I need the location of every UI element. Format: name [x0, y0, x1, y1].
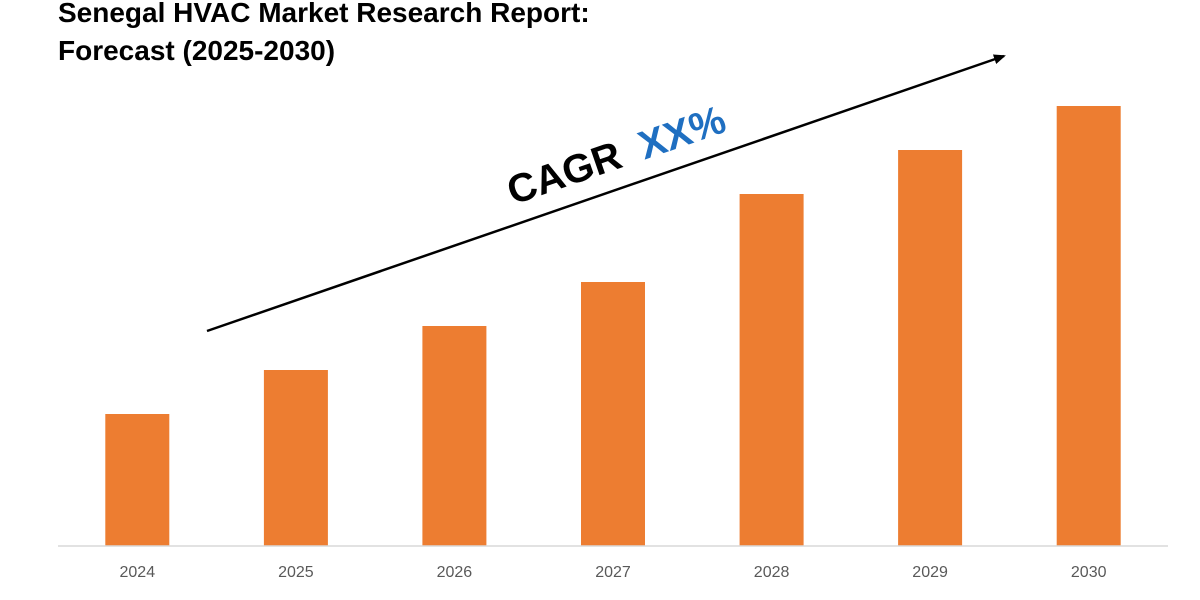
- bar-2027: [581, 282, 645, 546]
- x-tick-label-2028: 2028: [754, 564, 790, 581]
- x-tick-label-2026: 2026: [437, 564, 473, 581]
- x-tick-label-2027: 2027: [595, 564, 631, 581]
- cagr-annotation: CAGR XX%: [502, 98, 732, 214]
- chart-title-line-2: Forecast (2025-2030): [58, 35, 336, 66]
- x-tick-labels: 2024 2025 2026 2027 2028 2029 2030: [120, 564, 1107, 581]
- bar-2024: [105, 414, 170, 546]
- cagr-value: XX%: [633, 98, 731, 169]
- bar-2026: [422, 326, 487, 546]
- bar-2030: [1056, 106, 1121, 546]
- x-tick-label-2025: 2025: [278, 564, 314, 581]
- trend-arrow: [206, 54, 1006, 333]
- chart-title: Senegal HVAC Market Research Report: For…: [58, 0, 590, 70]
- bar-2029: [898, 150, 963, 546]
- cagr-label: CAGR: [502, 134, 628, 214]
- x-tick-label-2030: 2030: [1071, 564, 1107, 581]
- bar-2025: [263, 370, 328, 546]
- bars-group: [105, 106, 1121, 546]
- x-tick-label-2029: 2029: [912, 564, 948, 581]
- x-tick-label-2024: 2024: [120, 564, 156, 581]
- bar-2028: [739, 194, 804, 546]
- chart-title-line-1: Senegal HVAC Market Research Report:: [58, 0, 590, 28]
